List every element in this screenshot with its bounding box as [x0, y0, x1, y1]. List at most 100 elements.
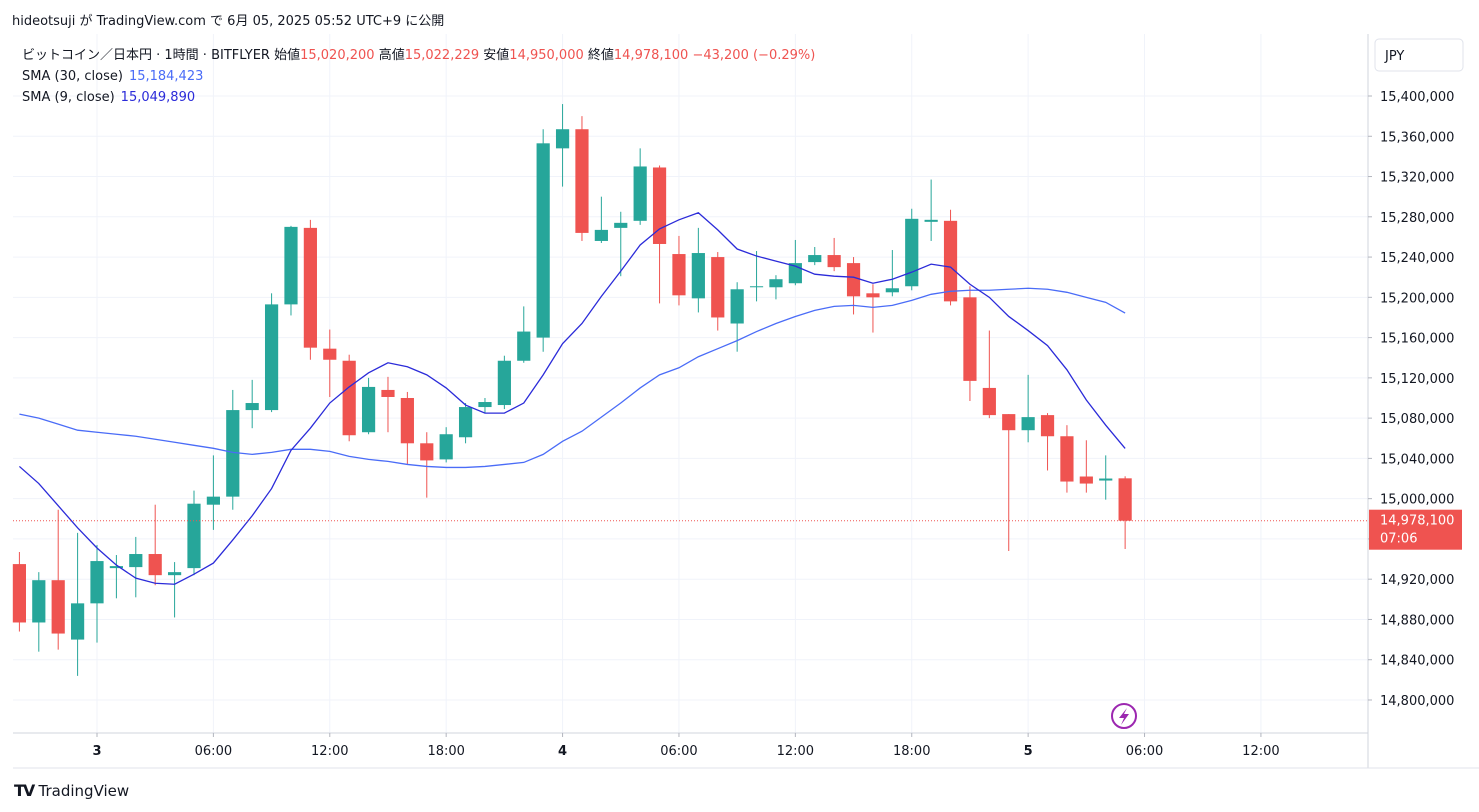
- legend: ビットコイン／日本円 · 1時間 · BITFLYER 始値15,020,200…: [22, 45, 815, 108]
- candle-body: [769, 279, 783, 288]
- x-tick-label: 12:00: [311, 744, 348, 759]
- candle-body: [1002, 414, 1016, 431]
- candle-body: [1079, 476, 1093, 484]
- candle-body: [614, 222, 628, 228]
- candle-body: [846, 263, 861, 297]
- candle-body: [943, 220, 958, 302]
- indicator-name: SMA (9, close): [22, 90, 115, 105]
- candle-body: [924, 219, 938, 222]
- indicator-row: SMA (30, close) 15,184,423: [22, 66, 815, 87]
- candle-body: [885, 288, 899, 293]
- indicator-legend: SMA (30, close) 15,184,423 SMA (9, close) 1…: [22, 66, 815, 108]
- candle-body: [90, 561, 104, 604]
- candle-body: [71, 603, 85, 640]
- ohlc-label: 高値: [378, 48, 405, 63]
- candle-body: [1021, 417, 1035, 431]
- candle-body: [633, 166, 647, 221]
- candle-body: [905, 218, 919, 287]
- candle-body: [284, 226, 298, 305]
- candle-body: [672, 254, 686, 296]
- y-tick-label: 15,240,000: [1380, 251, 1454, 266]
- candle-body: [187, 503, 201, 569]
- candle-body: [342, 360, 356, 436]
- candle-body: [303, 227, 317, 348]
- candle-body: [982, 387, 996, 416]
- candle-body: [264, 304, 279, 411]
- sma-line: [19, 287, 1126, 469]
- grid: [13, 34, 1368, 733]
- y-tick-label: 15,080,000: [1380, 412, 1454, 427]
- candle-body: [12, 564, 26, 623]
- candle-body: [361, 386, 376, 433]
- indicator-value: 15,049,890: [120, 90, 196, 105]
- candle-body: [866, 293, 880, 298]
- x-tick-label: 3: [92, 744, 101, 759]
- publish-info: hideotsuji が TradingView.com で 6月 05, 20…: [12, 14, 445, 29]
- ohlc-label: 終値: [587, 48, 614, 63]
- x-tick-label: 12:00: [1242, 744, 1279, 759]
- currency: JPY: [1384, 49, 1404, 64]
- candle-body: [226, 410, 240, 497]
- candle-body: [148, 554, 162, 576]
- candle-body: [711, 257, 725, 318]
- candle-body: [129, 554, 143, 568]
- x-tick-label: 18:00: [427, 744, 464, 759]
- ohlc-label: 始値: [274, 48, 301, 63]
- candle-body: [536, 143, 550, 338]
- candle-body: [51, 580, 65, 634]
- x-tick-label: 18:00: [893, 744, 930, 759]
- candle-body: [555, 129, 570, 149]
- y-tick-label: 14,920,000: [1380, 573, 1454, 588]
- candle-body: [400, 397, 414, 444]
- candle-body: [497, 360, 511, 406]
- candle-body: [691, 253, 705, 299]
- candle-body: [517, 331, 531, 361]
- y-tick-label: 15,040,000: [1380, 452, 1454, 467]
- alert-icon[interactable]: [1111, 703, 1137, 729]
- y-tick-label: 15,320,000: [1380, 171, 1454, 186]
- candle-body: [478, 402, 492, 408]
- indicator-row: SMA (9, close) 15,049,890: [22, 87, 815, 108]
- candle-body: [575, 129, 589, 233]
- symbol: ビットコイン／日本円 · 1時間 · BITFLYER: [22, 48, 270, 63]
- candle-body: [1060, 436, 1074, 482]
- candle-body: [420, 443, 434, 461]
- brand-name: TradingView: [38, 782, 130, 800]
- candle-body: [245, 403, 259, 411]
- candle-body: [963, 297, 977, 381]
- brand: TV TradingView: [14, 781, 129, 800]
- y-tick-label: 15,360,000: [1380, 130, 1454, 145]
- candle-body: [167, 572, 182, 576]
- y-tick-label: 15,120,000: [1380, 372, 1454, 387]
- indicator-name: SMA (30, close): [22, 69, 123, 84]
- indicator-value: 15,184,423: [128, 69, 204, 84]
- y-tick-label: 15,280,000: [1380, 211, 1454, 226]
- ohlc-value: 15,020,200: [300, 48, 375, 63]
- ohlc-value: 14,978,100: [613, 48, 689, 63]
- sma-line: [18, 212, 1126, 585]
- last-price-box: [1369, 509, 1462, 550]
- countdown: 07:06: [1380, 532, 1417, 547]
- y-tick-label: 15,160,000: [1380, 332, 1454, 347]
- currency-button[interactable]: [1374, 38, 1464, 72]
- candle-body: [32, 580, 46, 623]
- candle-body: [439, 434, 453, 460]
- x-tick-label: 5: [1024, 744, 1033, 759]
- ohlc-value: 14,950,000: [509, 48, 584, 63]
- x-tick-label: 12:00: [777, 744, 814, 759]
- y-tick-label: 15,400,000: [1380, 90, 1454, 105]
- y-tick-label: 14,840,000: [1380, 654, 1454, 669]
- candle-body: [109, 566, 123, 569]
- candle-body: [381, 389, 395, 397]
- candle-body: [1118, 478, 1132, 521]
- candle-body: [594, 229, 608, 241]
- candle-body: [1040, 415, 1055, 437]
- y-tick-label: 14,800,000: [1380, 694, 1454, 709]
- x-tick-label: 4: [558, 744, 567, 759]
- candle-body: [323, 348, 337, 360]
- last-price-label: 14,978,100: [1380, 514, 1454, 529]
- change: −43,200 (−0.29%): [692, 48, 816, 63]
- x-tick-label: 06:00: [660, 744, 697, 759]
- candle-body: [808, 255, 822, 263]
